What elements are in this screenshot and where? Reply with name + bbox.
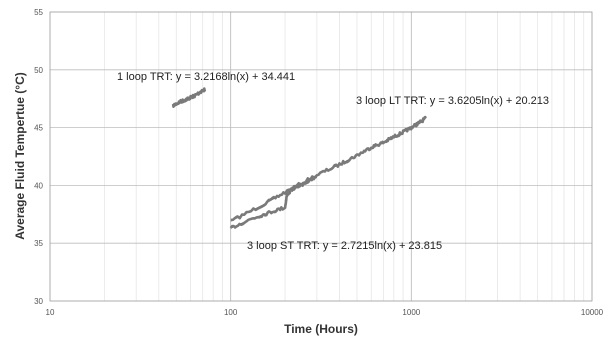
y-axis-title: Average Fluid Tempertue (°C) [13,72,27,240]
y-tick-label: 50 [34,66,43,75]
annotation-1-loop: 1 loop TRT: y = 3.2168ln(x) + 34.441 [117,71,295,83]
series-1-line [171,87,207,108]
grid [50,12,592,301]
tick-labels: 10 100 1000 10000 30 35 40 45 50 55 [34,8,604,317]
x-axis-title: Time (Hours) [284,322,358,336]
x-tick-label: 1000 [402,308,420,317]
y-tick-label: 45 [34,124,43,133]
x-tick-label: 10 [46,308,55,317]
data-series [171,87,427,229]
annotation-3-loop-st: 3 loop ST TRT: y = 2.7215ln(x) + 23.815 [247,240,442,252]
series-3-line [229,175,318,229]
y-tick-label: 55 [34,8,43,17]
annotation-3-loop-lt: 3 loop LT TRT: y = 3.6205ln(x) + 20.213 [356,95,549,107]
y-tick-label: 40 [34,181,43,190]
series-2-line [230,115,427,222]
x-tick-label: 10000 [581,308,604,317]
y-tick-label: 30 [34,297,43,306]
plot-area-border [49,11,593,302]
y-tick-label: 35 [34,239,43,248]
trend-lines [172,89,426,229]
x-tick-label: 100 [224,308,238,317]
